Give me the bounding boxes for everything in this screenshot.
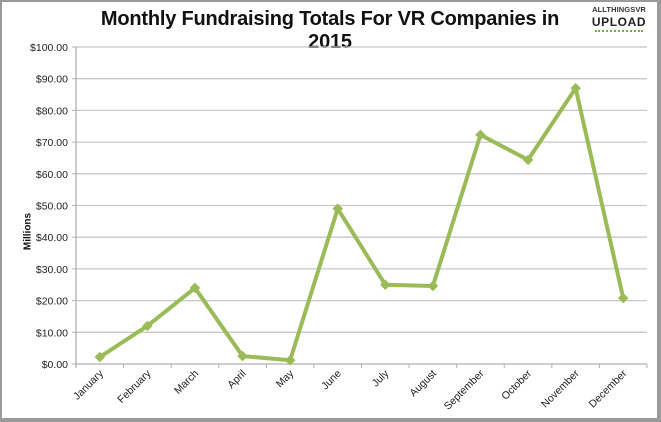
brand-logo-dots — [595, 30, 643, 34]
x-tick-label: November — [539, 367, 582, 410]
x-tick-label: December — [587, 367, 630, 410]
x-tick-label: April — [225, 368, 248, 391]
y-tick-label: $0.00 — [42, 359, 68, 371]
data-point — [379, 279, 391, 291]
y-axis-ticks: $0.00 $10.00 $20.00 $30.00 $40.00 $50.00 $60.0… — [30, 42, 76, 371]
data-point — [427, 280, 439, 292]
data-point — [94, 351, 106, 363]
y-tick-label: $60.00 — [36, 169, 68, 181]
data-point — [189, 282, 201, 294]
x-tick-label: March — [172, 368, 201, 397]
data-point — [522, 154, 534, 166]
y-tick-label: $70.00 — [36, 137, 68, 149]
frame-border-left — [0, 0, 2, 422]
x-tick-label: September — [442, 367, 487, 412]
data-point — [332, 203, 344, 215]
axes — [75, 47, 647, 367]
y-tick-label: $50.00 — [36, 201, 68, 213]
x-axis-ticks: January February March April May June July Augu… — [71, 364, 648, 412]
frame-border-top — [0, 0, 661, 2]
frame-border-right — [657, 0, 661, 422]
series-group — [94, 82, 629, 366]
brand-logo-top-text: ALLTHINGSVR — [592, 5, 646, 14]
x-tick-label: August — [407, 368, 439, 400]
data-point — [284, 354, 296, 366]
x-tick-label: October — [499, 367, 534, 402]
x-tick-label: May — [274, 367, 297, 390]
x-tick-label: July — [370, 367, 392, 389]
frame-border-bottom — [0, 418, 661, 422]
data-point — [475, 129, 486, 141]
y-tick-label: $10.00 — [36, 327, 68, 339]
y-tick-label: $100.00 — [30, 42, 68, 54]
brand-logo-main-text: UPLOAD — [591, 15, 647, 29]
gridlines — [76, 46, 647, 333]
series-line — [97, 86, 626, 363]
y-tick-label: $20.00 — [36, 296, 68, 308]
data-point — [570, 82, 581, 94]
data-point — [237, 350, 248, 362]
y-tick-label: $30.00 — [36, 264, 68, 276]
y-tick-label: $40.00 — [36, 232, 68, 244]
data-point — [142, 320, 153, 332]
x-tick-label: January — [71, 367, 106, 402]
y-tick-label: $90.00 — [36, 74, 68, 86]
data-point — [617, 292, 629, 304]
x-tick-label: June — [319, 368, 344, 393]
x-tick-label: February — [115, 367, 154, 406]
brand-logo: ALLTHINGSVR UPLOAD — [588, 5, 650, 34]
y-tick-label: $80.00 — [36, 105, 68, 117]
